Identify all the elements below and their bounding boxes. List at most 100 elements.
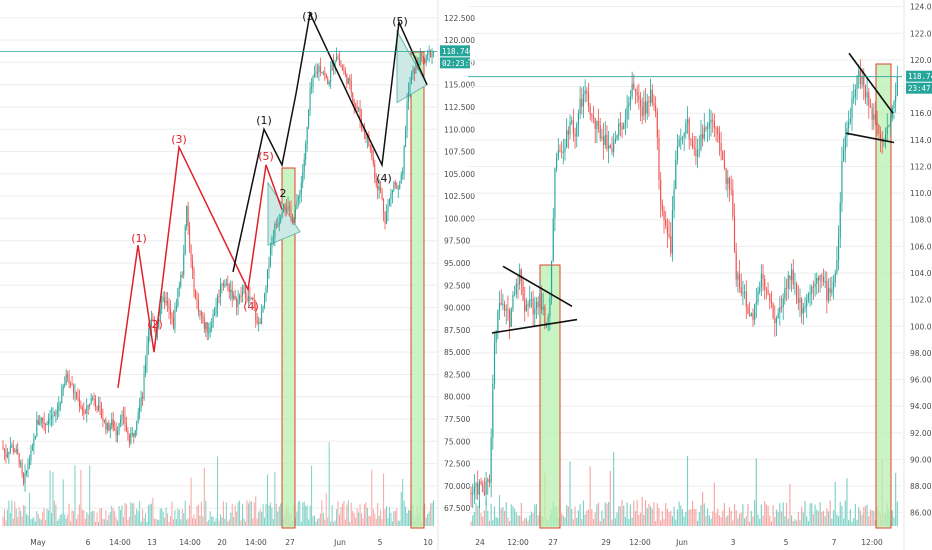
volume-bar: [311, 465, 313, 526]
candle-body: [856, 76, 858, 90]
left-time-axis[interactable]: May 6 14:00 13 14:00 20 14:00 27 Jun 5 10: [30, 538, 433, 547]
y-tick-label: 100.000: [910, 322, 932, 331]
volume-bar: [221, 517, 223, 526]
candle-body: [421, 52, 423, 57]
volume-bar: [750, 510, 752, 526]
volume-bar: [567, 506, 569, 526]
left-panel[interactable]: (1) (2) (3) (4) (5) (1) 2 (3) (4) (5) 67.500 70.00…: [0, 0, 478, 550]
volume-bar: [611, 519, 613, 526]
volume-bar: [165, 507, 167, 526]
candle-body: [802, 308, 804, 314]
volume-bar: [670, 510, 672, 526]
volume-bar: [601, 510, 603, 526]
candle-body: [181, 275, 183, 277]
volume-bar: [152, 497, 154, 526]
volume-bar: [430, 503, 432, 526]
candle-body: [192, 260, 194, 270]
candle-body: [369, 145, 371, 150]
y-tick-label: 102.500: [444, 192, 475, 201]
volume-bar: [70, 521, 72, 526]
volume-bar: [18, 507, 20, 526]
volume-bar: [482, 516, 484, 526]
wave-label-black: (3): [302, 10, 318, 23]
candle-body: [102, 418, 104, 422]
volume-bar: [350, 502, 352, 526]
candle-body: [733, 216, 736, 252]
x-tick-label: 24: [475, 538, 485, 547]
volume-bar: [561, 513, 563, 526]
candle-body: [20, 463, 22, 465]
candle-body: [174, 310, 176, 329]
volume-bar: [812, 514, 814, 526]
candle-body: [187, 206, 189, 226]
volume-bar: [62, 479, 64, 526]
volume-bar: [234, 505, 236, 526]
volume-bar: [728, 507, 731, 526]
candle-body: [707, 127, 709, 130]
volume-bar: [507, 517, 509, 526]
candle-body: [146, 345, 148, 364]
candle-body: [876, 122, 878, 125]
y-tick-label: 102.000: [910, 296, 932, 305]
wave-label-black: (4): [376, 172, 392, 185]
volume-bar: [425, 517, 427, 526]
volume-bar: [472, 515, 474, 526]
volume-bar: [863, 507, 865, 526]
volume-bar: [742, 504, 744, 526]
wave-label-black: 2: [280, 187, 287, 200]
candle-body: [385, 212, 388, 224]
volume-bar: [856, 519, 858, 526]
volume-bar: [641, 497, 643, 526]
volume-bar: [52, 471, 54, 526]
candle-body: [797, 298, 799, 303]
left-price-axis[interactable]: 67.500 70.000 72.500 75.000 77.500 80.000 82.5…: [437, 0, 478, 550]
candle-body: [431, 53, 433, 58]
candle-body: [236, 299, 238, 307]
volume-bar: [591, 509, 593, 526]
candle-body: [311, 86, 313, 89]
right-price-axis[interactable]: 86.000 88.000 90.000 92.000 94.000 96.000 98.0…: [903, 0, 932, 550]
right-panel[interactable]: 86.000 88.000 90.000 92.000 94.000 96.000 98.0…: [468, 0, 932, 550]
volume-bar: [359, 504, 361, 526]
candle-body: [281, 211, 283, 218]
candle-body: [405, 129, 407, 147]
candle-body: [33, 439, 35, 446]
candle-body: [503, 304, 506, 311]
candle-body: [125, 424, 127, 431]
volume-bar: [656, 503, 658, 526]
volume-bar: [343, 500, 345, 526]
volume-bar: [834, 481, 836, 526]
candle-body: [194, 291, 197, 298]
candle-body: [321, 72, 323, 74]
candle-body: [760, 273, 762, 288]
volume-bar: [387, 518, 389, 526]
volume-bar: [95, 521, 97, 526]
highlight-box: [281, 167, 296, 529]
candle-body: [608, 145, 610, 150]
candle-body: [341, 66, 343, 71]
volume-bar: [754, 500, 756, 526]
volume-bar: [369, 516, 371, 526]
candle-body: [77, 397, 79, 399]
candle-body: [83, 410, 85, 413]
candle-body: [408, 91, 410, 102]
candle-body: [42, 417, 44, 422]
candle-body: [124, 415, 126, 425]
volume-bar: [275, 503, 277, 526]
candle-body: [283, 204, 285, 212]
candle-body: [356, 106, 358, 109]
wave-line-red: [117, 144, 283, 388]
candle-body: [663, 210, 665, 221]
right-time-axis[interactable]: 24 12:00 27 29 12:00 Jun 3 5 7 12:00: [475, 538, 883, 547]
volume-bar: [581, 519, 583, 526]
volume-bar: [787, 518, 789, 526]
volume-bar: [142, 509, 144, 526]
volume-bar: [372, 508, 374, 526]
candle-body: [74, 392, 76, 394]
candle-body: [827, 287, 830, 301]
candle-body: [412, 68, 414, 74]
candle-body: [274, 224, 276, 238]
volume-bar: [190, 477, 192, 526]
candle-body: [735, 251, 737, 280]
